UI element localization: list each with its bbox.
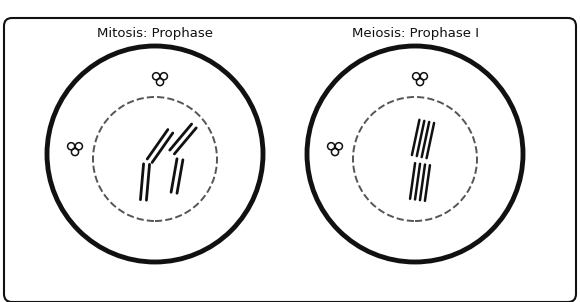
FancyBboxPatch shape [4, 18, 576, 302]
Text: Mitosis: Prophase: Mitosis: Prophase [97, 27, 213, 40]
Circle shape [47, 46, 263, 262]
Circle shape [307, 46, 523, 262]
Text: Meiosis: Prophase I: Meiosis: Prophase I [351, 27, 478, 40]
